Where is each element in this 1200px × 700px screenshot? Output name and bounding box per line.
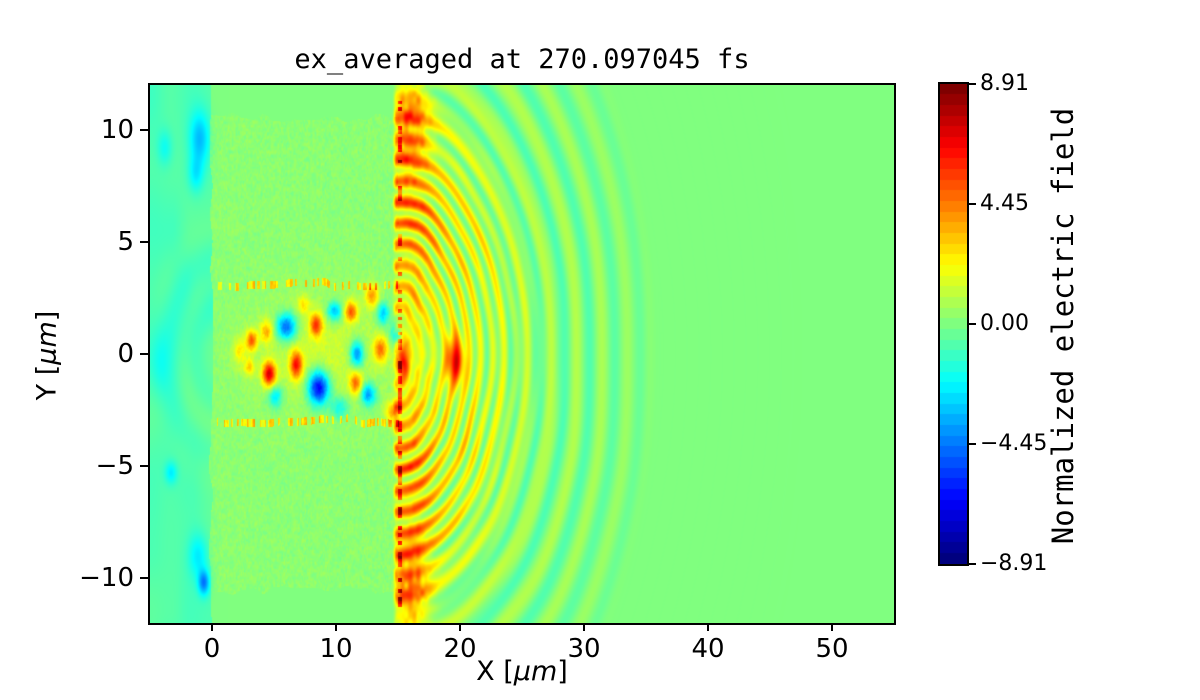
colorbar-tick-mark [969,563,976,565]
plot-area [148,83,896,625]
colorbar-tick-label: 4.45 [980,191,1029,217]
colorbar [938,82,969,566]
y-axis-label-close: ] [31,310,63,322]
x-axis-label-close: ] [557,656,568,687]
x-tick-mark [335,623,337,631]
y-tick-label: −5 [95,451,134,482]
y-axis-label-text: Y [ [31,364,63,401]
x-tick-label: 20 [443,634,477,664]
x-tick-mark [831,623,833,631]
x-tick-mark [707,623,709,631]
y-tick-label: 10 [100,114,134,145]
heatmap-canvas [150,85,894,623]
x-tick-label: 40 [691,634,725,664]
y-tick-label: 5 [117,226,134,257]
colorbar-tick-mark [969,203,976,206]
plot-title: ex_averaged at 270.097045 fs [294,44,750,75]
x-tick-mark [583,623,585,631]
y-tick-mark [140,128,148,131]
colorbar-tick-mark [969,323,976,325]
y-tick-label: −10 [79,563,134,594]
x-tick-label: 10 [319,634,353,664]
x-axis-label-text: X [ [476,656,514,687]
colorbar-tick-mark [969,442,976,445]
colorbar-tick-label: 8.91 [980,71,1029,96]
x-tick-mark [459,623,461,631]
colorbar-tick-label: −4.45 [980,430,1048,456]
y-tick-mark [140,465,148,468]
x-tick-label: 0 [203,634,221,664]
colorbar-tick-label: −8.91 [980,551,1048,576]
x-tick-mark [211,623,213,631]
x-tick-label: 30 [567,634,601,664]
x-axis-label: X [μm] [150,656,894,687]
x-tick-label: 50 [815,634,849,664]
colorbar-tick-mark [969,83,976,85]
y-tick-mark [140,577,148,580]
y-tick-mark [140,353,148,355]
colorbar-canvas [940,84,967,564]
colorbar-tick-label: 0.00 [980,311,1029,336]
x-axis-unit: μm [513,656,558,687]
y-tick-label: 0 [117,339,134,369]
y-tick-mark [140,240,148,243]
